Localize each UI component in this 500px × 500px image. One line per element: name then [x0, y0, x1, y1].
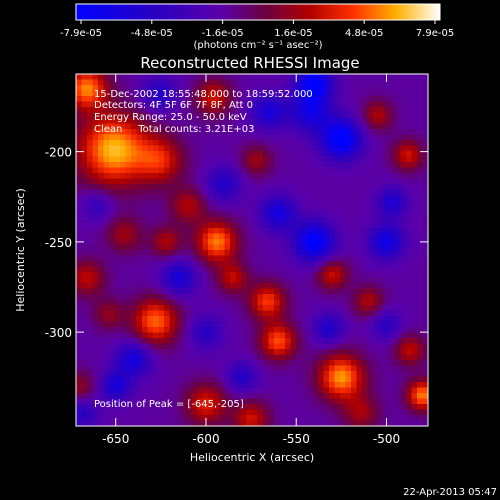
x-axis-ticks: -650 -600 -550 -500 — [102, 74, 400, 446]
y-tick-label: -250 — [45, 236, 72, 250]
heatmap-image — [76, 74, 428, 426]
colorbar-tick-label: -1.6e-05 — [202, 28, 244, 39]
footer-timestamp: 22-Apr-2013 05:47 — [403, 487, 497, 498]
x-tick-label: -650 — [102, 432, 129, 446]
y-axis-label: Heliocentric Y (arcsec) — [14, 188, 27, 312]
x-tick-label: -500 — [373, 432, 400, 446]
annotation-detectors: Detectors: 4F 5F 6F 7F 8F, Att 0 — [94, 100, 253, 111]
colorbar-tick-label: 1.6e-05 — [274, 28, 312, 39]
plot-area: -650 -600 -550 -500 -200 -250 -300 — [45, 73, 429, 446]
y-tick-label: -300 — [45, 326, 72, 340]
y-axis-ticks: -200 -250 -300 — [45, 146, 428, 340]
annotation-time-range: 15-Dec-2002 18:55:48.000 to 18:59:52.000 — [94, 89, 313, 100]
y-tick-label: -200 — [45, 146, 72, 160]
colorbar-gradient — [75, 3, 441, 21]
annotation-peak-position: Position of Peak = [-645,-205] — [94, 399, 244, 410]
colorbar-ticks: -7.9e-05 -4.8e-05 -1.6e-05 1.6e-05 4.8e-05 7.… — [60, 20, 454, 39]
chart-title: Reconstructed RHESSI Image — [140, 54, 359, 72]
annotation-energy-range: Energy Range: 25.0 - 50.0 keV — [94, 112, 247, 123]
colorbar: -7.9e-05 -4.8e-05 -1.6e-05 1.6e-05 4.8e-05 7.… — [60, 3, 454, 51]
annotations: 15-Dec-2002 18:55:48.000 to 18:59:52.000… — [94, 89, 313, 410]
colorbar-tick-label: 7.9e-05 — [416, 28, 454, 39]
colorbar-tick-label: 4.8e-05 — [345, 28, 383, 39]
x-axis-label: Heliocentric X (arcsec) — [190, 451, 314, 464]
x-tick-label: -600 — [192, 432, 219, 446]
x-tick-label: -550 — [283, 432, 310, 446]
colorbar-tick-label: -4.8e-05 — [131, 28, 173, 39]
plot-frame — [75, 73, 429, 427]
annotation-clean-counts: Clean Total counts: 3.21E+03 — [94, 124, 254, 135]
colorbar-unit-label: (photons cm⁻² s⁻¹ asec⁻²) — [193, 40, 322, 51]
colorbar-tick-label: -7.9e-05 — [60, 28, 102, 39]
